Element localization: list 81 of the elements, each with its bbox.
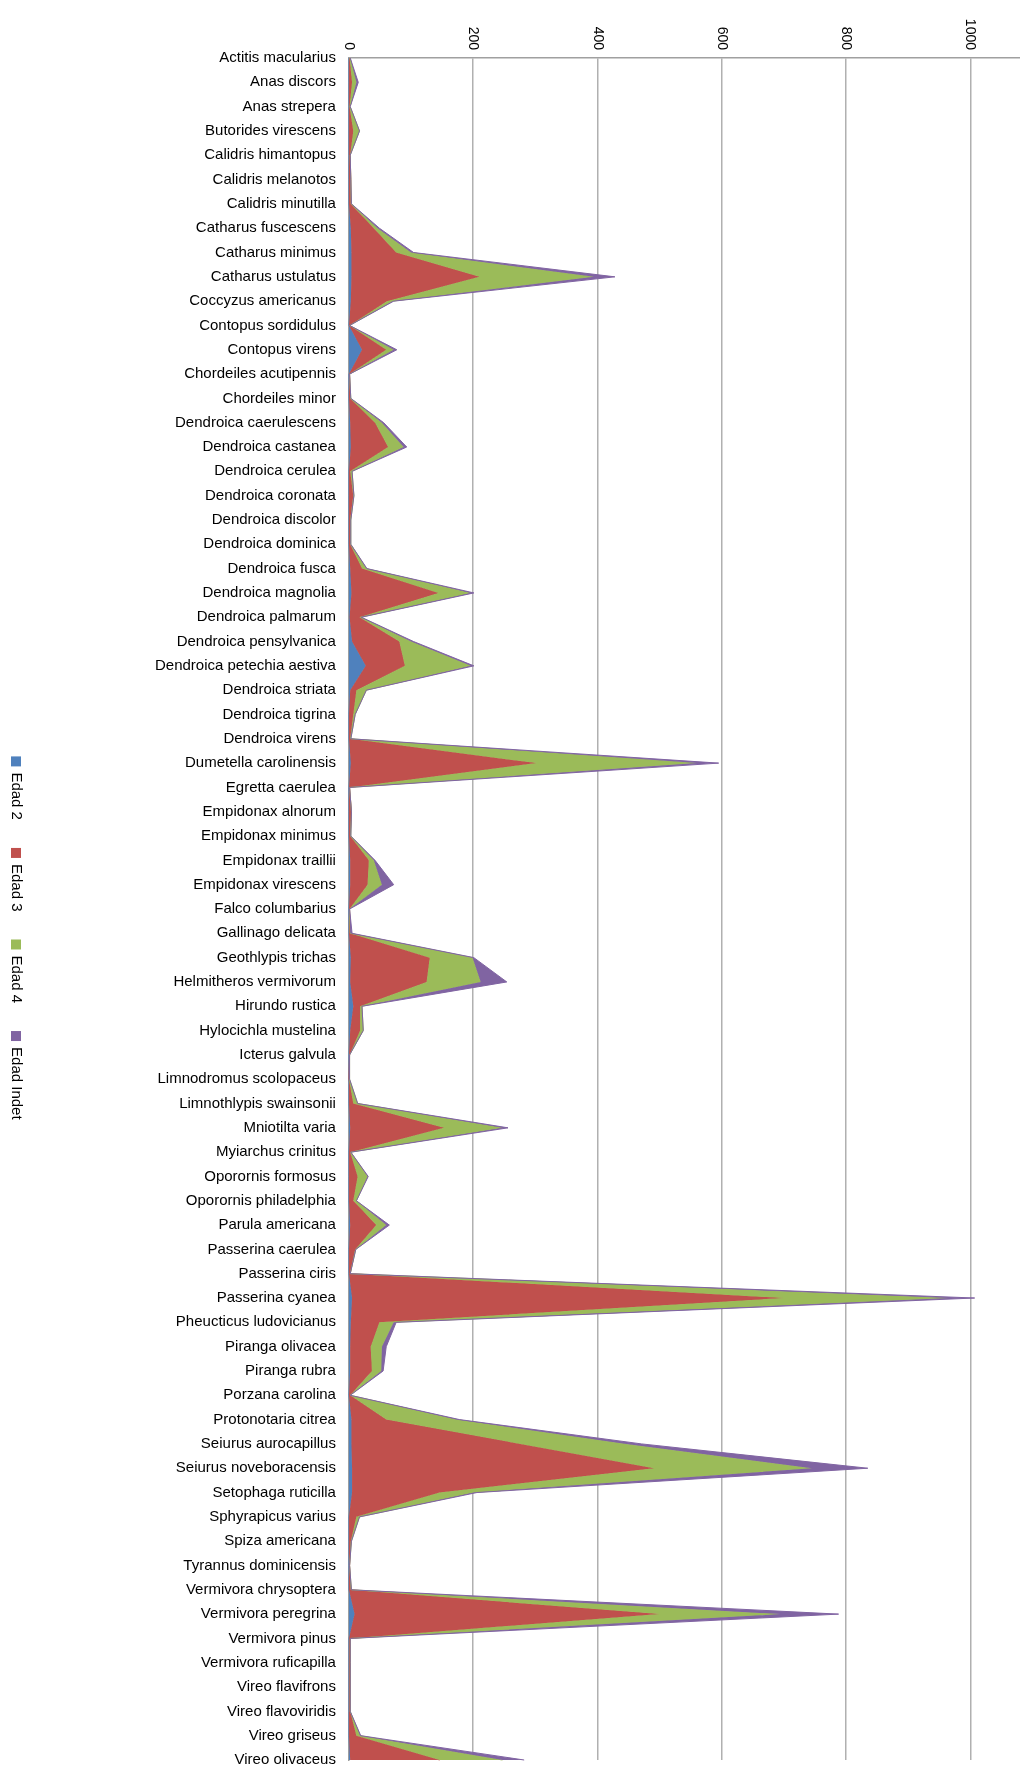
y-tick-label: Butorides virescens	[205, 121, 336, 139]
y-tick-label: Pheucticus ludovicianus	[175, 1312, 336, 1330]
y-tick-label: Actitis macularius	[219, 48, 336, 66]
x-tick-label: 200	[466, 26, 483, 51]
y-tick-label: Vermivora peregrina	[200, 1604, 337, 1622]
y-tick-label: Spiza americana	[224, 1531, 337, 1549]
y-tick-label: Dendroica coronata	[205, 485, 337, 503]
y-tick-label: Mniotilta varia	[243, 1117, 337, 1135]
y-tick-label: Dumetella carolinensis	[185, 753, 336, 771]
y-tick-label: Limnothlypis swainsonii	[179, 1093, 336, 1111]
y-tick-label: Gallinago delicata	[216, 923, 337, 941]
y-tick-label: Anas strepera	[242, 96, 337, 114]
y-tick-label: Vireo olivaceus	[234, 1750, 336, 1768]
y-tick-label: Vireo flavoviridis	[227, 1701, 336, 1719]
y-tick-label: Oporornis formosus	[204, 1166, 336, 1184]
x-tick-label: 600	[714, 26, 731, 51]
y-tick-label: Passerina ciris	[238, 1263, 336, 1281]
y-tick-label: Dendroica virens	[223, 728, 336, 746]
y-tick-label: Anas discors	[250, 72, 336, 90]
y-tick-label: Dendroica dominica	[203, 534, 337, 552]
y-tick-label: Dendroica palmarum	[196, 607, 336, 625]
y-tick-label: Hirundo rustica	[235, 996, 337, 1014]
y-tick-label: Catharus minimus	[215, 242, 336, 260]
y-tick-label: Coccyzus americanus	[189, 291, 336, 309]
y-tick-label: Catharus fuscescens	[195, 218, 336, 236]
y-tick-label: Egretta caerulea	[225, 777, 337, 795]
y-tick-label: Chordeiles acutipennis	[184, 364, 336, 382]
y-tick-label: Piranga olivacea	[225, 1336, 337, 1354]
y-tick-label: Helmitheros vermivorum	[173, 972, 336, 990]
y-tick-label: Falco columbarius	[214, 899, 336, 917]
y-tick-label: Porzana carolina	[223, 1385, 337, 1403]
y-tick-label: Piranga rubra	[245, 1361, 337, 1379]
y-tick-label: Vireo griseus	[248, 1725, 336, 1743]
y-tick-label: Dendroica caerulescens	[175, 412, 336, 430]
y-tick-label: Icterus galvula	[239, 1045, 337, 1063]
y-tick-label: Dendroica fusca	[227, 558, 337, 576]
y-tick-label: Setophaga ruticilla	[212, 1482, 337, 1500]
y-tick-label: Myiarchus crinitus	[215, 1142, 336, 1160]
y-tick-label: Dendroica petechia aestiva	[154, 656, 337, 673]
y-tick-label: Vireo flavifrons	[237, 1677, 336, 1695]
x-tick-label: 800	[839, 26, 856, 51]
y-tick-label: Dendroica castanea	[202, 437, 337, 455]
x-tick-label: 1000	[963, 18, 980, 51]
y-tick-label: Geothlypis trichas	[216, 947, 336, 965]
y-tick-label: Vermivora pinus	[228, 1628, 336, 1646]
y-tick-label: Catharus ustulatus	[210, 266, 336, 284]
legend-label: Edad 4	[8, 955, 26, 1004]
y-tick-label: Dendroica discolor	[211, 510, 336, 528]
y-tick-label: Dendroica cerulea	[214, 461, 337, 479]
y-tick-label: Sphyrapicus varius	[209, 1507, 336, 1524]
y-tick-label: Protonotaria citrea	[213, 1409, 337, 1427]
y-tick-label: Dendroica magnolia	[202, 583, 337, 601]
y-tick-label: Calidris minutilla	[226, 194, 337, 212]
y-tick-label: Passerina cyanea	[216, 1288, 337, 1306]
y-tick-label: Vermivora ruficapilla	[200, 1652, 337, 1670]
y-tick-label: Hylocichla mustelina	[199, 1020, 337, 1038]
y-tick-label: Empidonax traillii	[222, 850, 336, 868]
y-tick-label: Limnodromus scolopaceus	[157, 1069, 336, 1087]
legend-label: Edad 2	[8, 772, 26, 820]
y-tick-label: Dendroica striata	[222, 680, 337, 698]
y-tick-label: Dendroica tigrina	[222, 704, 337, 722]
y-tick-label: Chordeiles minor	[222, 388, 336, 406]
y-tick-label: Vermivora chrysoptera	[185, 1579, 337, 1597]
y-tick-label: Tyrannus dominicensis	[183, 1555, 336, 1573]
y-tick-label: Contopus virens	[227, 339, 336, 357]
y-tick-label: Parula americana	[218, 1215, 337, 1233]
legend-label: Edad 3	[8, 863, 26, 912]
y-tick-label: Empidonax minimus	[200, 826, 336, 844]
x-tick-label: 0	[342, 42, 359, 51]
legend-label: Edad Indet	[8, 1047, 26, 1121]
y-tick-label: Seiurus noveboracensis	[175, 1458, 336, 1476]
y-tick-label: Oporornis philadelphia	[185, 1190, 337, 1208]
y-tick-label: Seiurus aurocapillus	[200, 1434, 336, 1452]
x-tick-label: 400	[590, 26, 607, 51]
y-tick-label: Calidris melanotos	[212, 169, 336, 187]
y-tick-label: Contopus sordidulus	[199, 315, 336, 333]
y-tick-label: Empidonax virescens	[193, 874, 336, 892]
y-tick-label: Calidris himantopus	[204, 145, 336, 163]
y-tick-label: Passerina caerulea	[207, 1239, 337, 1257]
y-tick-label: Empidonax alnorum	[202, 801, 336, 819]
y-tick-label: Dendroica pensylvanica	[176, 631, 337, 649]
